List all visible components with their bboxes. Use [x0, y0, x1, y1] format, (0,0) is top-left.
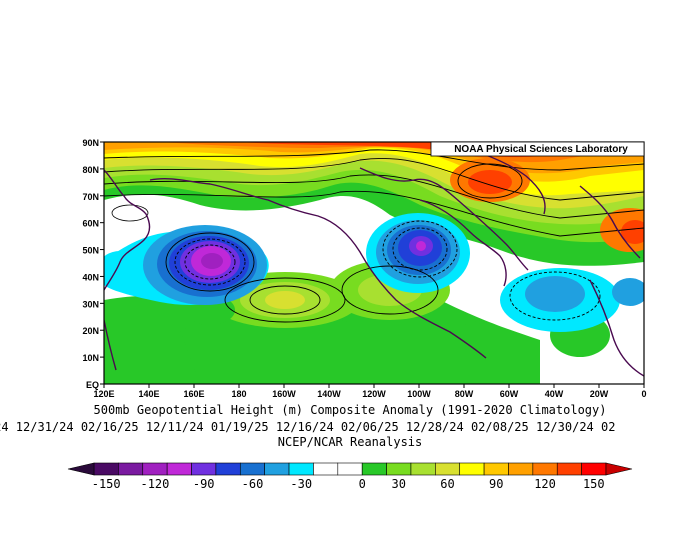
colorbar-swatch [361, 462, 387, 476]
colorbar-tick-label: 120 [534, 477, 556, 491]
lon-label: 60W [500, 389, 519, 399]
lat-label: 40N [82, 272, 99, 282]
colorbar-high-arrow [605, 462, 633, 476]
colorbar-swatch [239, 462, 265, 476]
colorbar-swatch [556, 462, 582, 476]
lon-label: 120W [362, 389, 386, 399]
colorbar-swatch [459, 462, 485, 476]
colorbar-swatch [337, 462, 363, 476]
colorbar-swatch [166, 462, 192, 476]
colorbar-swatch [191, 462, 217, 476]
colorbar-swatch [264, 462, 290, 476]
colorbar-tick-labels: -150 -120 -90 -60 -30 0 30 60 90 120 150 [92, 477, 605, 491]
lon-label: 120E [93, 389, 114, 399]
lat-label: 60N [82, 219, 99, 229]
lat-label: 70N [82, 192, 99, 202]
colorbar-swatch [435, 462, 461, 476]
colorbar-swatch [142, 462, 168, 476]
colorbar-tick-label: 0 [359, 477, 366, 491]
lon-label: 0 [641, 389, 646, 399]
colorbar-tick-label: -60 [242, 477, 264, 491]
colorbar-tick-label: -150 [92, 477, 121, 491]
colorbar-tick-label: -90 [193, 477, 215, 491]
lon-label: 140W [317, 389, 341, 399]
lat-label: 20N [82, 326, 99, 336]
colorbar-swatch [508, 462, 534, 476]
lat-label: 80N [82, 165, 99, 175]
longitude-labels: 120E 140E 160E 180 160W 140W 120W 100W 80W 60W 40W… [93, 384, 647, 399]
colorbar-tick-label: -120 [140, 477, 169, 491]
colorbar-tick-label: 150 [583, 477, 605, 491]
lon-label: 80W [455, 389, 474, 399]
colorbar [67, 462, 633, 476]
composite-dates-line: 2/10/24 12/31/24 02/16/25 12/11/24 01/19… [0, 416, 700, 435]
colorbar-tick-label: -30 [290, 477, 312, 491]
lon-label: 140E [138, 389, 159, 399]
lat-label: 30N [82, 299, 99, 309]
colorbar-swatch [532, 462, 558, 476]
lat-label: 10N [82, 353, 99, 363]
latitude-labels: 90N 80N 70N 60N 50N 40N 30N 20N 10N EQ [82, 138, 104, 390]
contour-lines [104, 149, 644, 323]
lat-label: 50N [82, 246, 99, 256]
colorbar-tick-label: 30 [392, 477, 406, 491]
colorbar-tick-label: 60 [440, 477, 454, 491]
lon-label: 100W [407, 389, 431, 399]
credit-text: NOAA Physical Sciences Laboratory [454, 144, 628, 155]
colorbar-tick-label: 90 [489, 477, 503, 491]
colorbar-swatch [118, 462, 144, 476]
lat-label: EQ [86, 380, 99, 390]
lon-label: 20W [590, 389, 609, 399]
lat-label: 90N [82, 138, 99, 148]
credit-box [430, 141, 645, 157]
lon-label: 40W [545, 389, 564, 399]
data-source: NCEP/NCAR Reanalysis [277, 435, 423, 449]
coastlines [104, 149, 644, 377]
colorbar-swatch [215, 462, 241, 476]
lon-label: 180 [231, 389, 246, 399]
composite-dates: 2/10/24 12/31/24 02/16/25 12/11/24 01/19… [0, 420, 616, 434]
colorbar-swatch [410, 462, 436, 476]
lon-label: 160E [183, 389, 204, 399]
colorbar-low-arrow [67, 462, 95, 476]
colorbar-swatch [313, 462, 339, 476]
colorbar-swatch [483, 462, 509, 476]
lon-label: 160W [272, 389, 296, 399]
colorbar-swatch [93, 462, 119, 476]
map-title: 500mb Geopotential Height (m) Composite … [93, 403, 607, 417]
shaded-anomaly-field [104, 142, 644, 384]
colorbar-swatch [386, 462, 412, 476]
colorbar-swatch [581, 462, 607, 476]
colorbar-swatch [288, 462, 314, 476]
